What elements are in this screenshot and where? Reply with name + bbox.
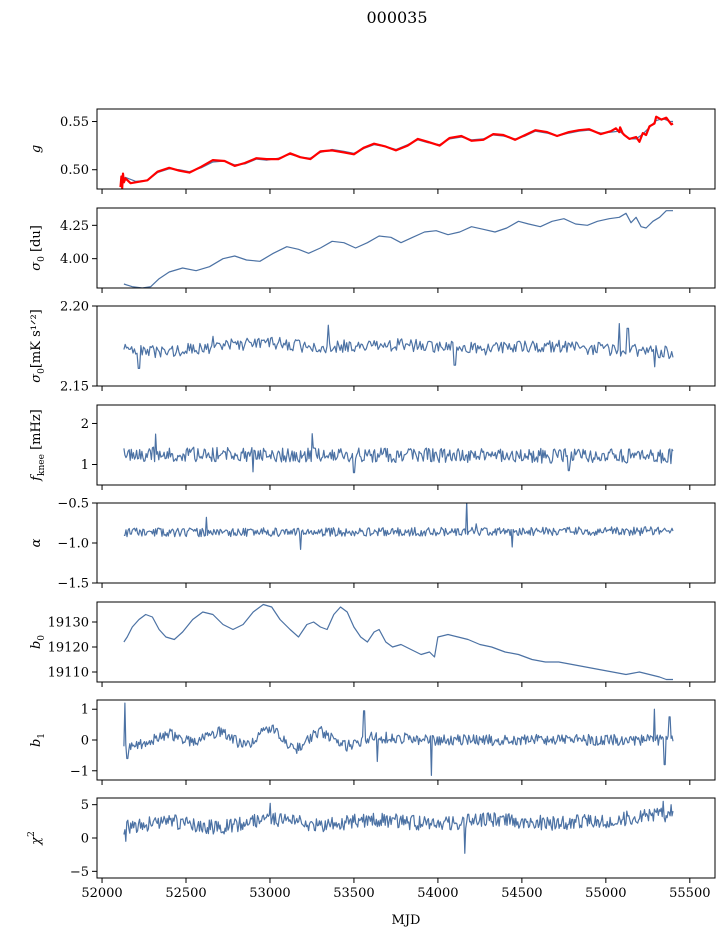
x-tick-label: 53000: [249, 886, 290, 901]
panel-series-group: [123, 503, 674, 551]
x-tick-label: 54000: [417, 886, 458, 901]
y-tick-label: −5: [70, 865, 89, 880]
axes-frame: [96, 207, 716, 289]
y-axis-label-symbol: g: [29, 145, 44, 153]
axes-frame: [96, 502, 716, 584]
y-tick-label: 2.15: [60, 380, 89, 395]
x-tick-label: 54500: [501, 886, 542, 901]
y-axis-label: fknee [mHz]: [29, 409, 47, 482]
y-tick-label: 5: [81, 798, 89, 813]
y-axis-label: σ0[mK s¹ᐟ²]: [29, 309, 47, 383]
series-line: [123, 503, 674, 551]
y-axis-label-unit: [du]: [29, 225, 44, 256]
x-tick-label: 55500: [669, 886, 710, 901]
y-tick-label: 1: [81, 703, 89, 718]
y-axis-label-script: 0: [37, 368, 47, 374]
y-tick-label: 1: [81, 458, 89, 473]
y-axis-label-script: 0: [37, 256, 47, 262]
y-axis-label: χ2: [27, 831, 44, 846]
panel-series-group: [123, 800, 674, 854]
y-axis-label-symbol: b: [29, 641, 44, 649]
y-axis-label-script: knee: [37, 454, 47, 476]
y-tick-label: 4.25: [60, 219, 89, 234]
y-tick-label: 0.50: [60, 163, 89, 178]
panel-8: −5 0 5 52000 52500 53000 53500 54000 54500 55000 5…: [27, 797, 716, 901]
axes-frame: [96, 797, 716, 879]
figure-title: 000035: [366, 8, 427, 27]
y-tick-label: 4.00: [60, 252, 89, 267]
y-tick-label: −1.0: [57, 537, 89, 552]
y-axis-label: α: [29, 538, 44, 547]
y-axis-label-symbol: χ: [29, 836, 44, 846]
y-axis-label: σ0 [du]: [29, 225, 47, 271]
panel-1: 0.50 0.55 g: [29, 108, 716, 194]
panel-series-group: [123, 323, 674, 369]
y-tick-label: −0.5: [57, 497, 89, 512]
y-axis-label: g: [29, 145, 44, 153]
y-axis-label: b1: [29, 733, 47, 747]
panel-series-group: [123, 603, 673, 681]
panel-series-group: [123, 210, 673, 288]
panel-4: 1 2 fknee [mHz]: [29, 404, 716, 490]
axes-frame: [96, 601, 716, 683]
axes-frame: [96, 108, 716, 190]
y-axis-label-symbol: α: [29, 538, 44, 547]
y-tick-label: 0.55: [60, 115, 89, 130]
axes-frame: [96, 404, 716, 486]
y-axis-label-script: 2: [27, 831, 37, 837]
x-tick-label: 52000: [81, 886, 122, 901]
x-axis-label: MJD: [392, 913, 421, 928]
series-line-highlight: [119, 115, 674, 189]
y-axis-label-symbol: f: [29, 474, 44, 482]
y-axis-label-unit: [mK s¹ᐟ²]: [29, 309, 44, 368]
y-axis-label-symbol: b: [29, 739, 44, 747]
y-tick-label: 19120: [48, 641, 89, 656]
series-line: [123, 433, 674, 474]
y-tick-label: 0: [81, 832, 89, 847]
y-axis-label-script: 0: [37, 635, 47, 641]
y-axis-label-symbol: σ: [29, 373, 44, 383]
y-axis-label-unit: [mHz]: [29, 409, 44, 454]
y-tick-label: 2: [81, 417, 89, 432]
panel-5: −1.5 −1.0 −0.5 α: [29, 497, 716, 592]
y-tick-label: −1.5: [57, 577, 89, 592]
y-axis-label: b0: [29, 635, 47, 649]
y-tick-label: 2.20: [60, 300, 89, 315]
y-axis-label-script: 1: [37, 733, 47, 739]
panel-series-group: [123, 702, 674, 777]
panel-2: 4.00 4.25 σ0 [du]: [29, 207, 716, 293]
y-tick-label: 19110: [48, 666, 89, 681]
series-line: [123, 323, 674, 369]
x-tick-label: 52500: [165, 886, 206, 901]
panel-3: 2.15 2.20 σ0[mK s¹ᐟ²]: [29, 300, 716, 395]
series-line: [123, 603, 673, 681]
y-axis-label-symbol: σ: [29, 261, 44, 271]
series-line: [123, 702, 674, 777]
y-tick-label: 0: [81, 734, 89, 749]
x-tick-label: 55000: [585, 886, 626, 901]
y-tick-label: 19130: [48, 616, 89, 631]
panel-series-group: [119, 115, 674, 189]
x-tick-label: 53500: [333, 886, 374, 901]
series-line: [123, 800, 674, 854]
axes-frame: [96, 305, 716, 387]
y-tick-label: −1: [70, 764, 89, 779]
panel-series-group: [123, 433, 674, 474]
series-line: [123, 210, 673, 288]
